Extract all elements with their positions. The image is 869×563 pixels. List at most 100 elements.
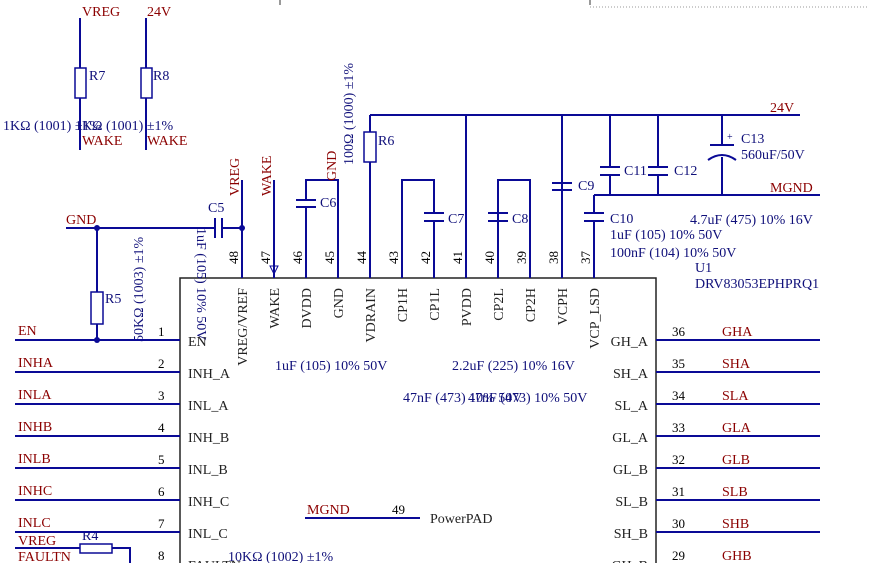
pin-number: 4 bbox=[158, 420, 165, 435]
net-label: GHB bbox=[722, 549, 752, 563]
net-label: GLB bbox=[722, 453, 750, 468]
ref-designator: C12 bbox=[674, 164, 697, 179]
pin-name: CP2L bbox=[492, 288, 507, 321]
component-value: 1uF (105) 10% 50V bbox=[193, 228, 208, 340]
pin-number: 48 bbox=[226, 251, 241, 264]
pin-name: WAKE bbox=[268, 288, 283, 328]
ref-designator: R6 bbox=[378, 134, 394, 149]
part-number: DRV83053EPHPRQ1 bbox=[695, 277, 819, 292]
net-label: GHA bbox=[722, 325, 753, 340]
net-label: GND bbox=[325, 151, 340, 181]
pin-number: 37 bbox=[578, 251, 593, 265]
pin-number: 8 bbox=[158, 548, 165, 563]
component-value: 1KΩ (1001) ±1% bbox=[75, 119, 174, 134]
ref-designator: C8 bbox=[512, 212, 528, 227]
net-label: WAKE bbox=[260, 156, 275, 196]
component-value: 47nF (473) 10% 50V bbox=[468, 391, 587, 406]
ref-designator: C10 bbox=[610, 212, 633, 227]
net-label: INLC bbox=[18, 516, 51, 531]
component-value: 4.7uF (475) 10% 16V bbox=[690, 213, 813, 228]
net-label: WAKE bbox=[147, 134, 187, 149]
pin-name: VCP_LSD bbox=[588, 288, 603, 349]
ref-designator: R8 bbox=[153, 69, 169, 84]
pin-number: 29 bbox=[672, 548, 685, 563]
pin-number: 6 bbox=[158, 484, 165, 499]
net-label: EN bbox=[18, 324, 37, 339]
pin-name: DVDD bbox=[300, 288, 315, 328]
ref-designator: C6 bbox=[320, 196, 336, 211]
ref-designator: C13 bbox=[741, 132, 764, 147]
net-label: 24V bbox=[770, 101, 794, 116]
pin-name: INH_A bbox=[188, 367, 231, 382]
pin-number: 33 bbox=[672, 420, 685, 435]
pin-number: 32 bbox=[672, 452, 685, 467]
pin-name: INH_C bbox=[188, 495, 229, 510]
net-label: INHC bbox=[18, 484, 52, 499]
pin-number: 40 bbox=[482, 251, 497, 264]
pin-number: 3 bbox=[158, 388, 165, 403]
pin-number: 35 bbox=[672, 356, 685, 371]
svg-text:+: + bbox=[727, 132, 733, 143]
ref-designator: R7 bbox=[89, 69, 105, 84]
pin-name: PowerPAD bbox=[430, 512, 493, 527]
pin-name: VDRAIN bbox=[364, 288, 379, 342]
net-label: GND bbox=[66, 213, 96, 228]
pin-number: 36 bbox=[672, 324, 686, 339]
pin-name: GL_A bbox=[612, 431, 649, 446]
component-value: 100Ω (1000) ±1% bbox=[342, 63, 357, 165]
component-value: 50KΩ (1003) ±1% bbox=[132, 236, 147, 342]
pin-name: VREG/VREF bbox=[236, 288, 251, 366]
pin-number: 38 bbox=[546, 251, 561, 264]
pin-number: 30 bbox=[672, 516, 685, 531]
pin-number: 39 bbox=[514, 251, 529, 264]
pin-number: 43 bbox=[386, 251, 401, 264]
pin-number: 7 bbox=[158, 516, 165, 531]
component-value: 560uF/50V bbox=[741, 148, 805, 163]
net-label: INHA bbox=[18, 356, 54, 371]
net-label: SHB bbox=[722, 517, 749, 532]
pin-number: 45 bbox=[322, 251, 337, 264]
net-label: MGND bbox=[770, 181, 813, 196]
net-label: WAKE bbox=[82, 134, 122, 149]
pin-name: VCPH bbox=[556, 288, 571, 325]
pin-number: 31 bbox=[672, 484, 685, 499]
pin-name: INL_A bbox=[188, 399, 229, 414]
pin-name: CP2H bbox=[524, 288, 539, 322]
net-label: INLB bbox=[18, 452, 51, 467]
pin-name: GND bbox=[332, 288, 347, 318]
ref-designator: C5 bbox=[208, 201, 224, 216]
pin-name: SH_B bbox=[614, 527, 648, 542]
component-value: 10KΩ (1002) ±1% bbox=[228, 550, 334, 563]
net-label: GLA bbox=[722, 421, 752, 436]
pin-name: SH_A bbox=[613, 367, 649, 382]
ref-designator: C7 bbox=[448, 212, 464, 227]
net-label: SLB bbox=[722, 485, 748, 500]
pin-name: FAULTN bbox=[188, 559, 241, 563]
pin-number: 2 bbox=[158, 356, 165, 371]
pin-name: CP1H bbox=[396, 288, 411, 322]
pin-number: 49 bbox=[392, 502, 405, 517]
ref-designator: R5 bbox=[105, 292, 121, 307]
pin-number: 42 bbox=[418, 251, 433, 264]
component-value: 2.2uF (225) 10% 16V bbox=[452, 359, 575, 374]
net-label: 24V bbox=[147, 5, 171, 20]
net-label: VREG bbox=[82, 5, 120, 20]
component-value: 100nF (104) 10% 50V bbox=[610, 246, 736, 261]
pin-number: 46 bbox=[290, 251, 305, 265]
ref-designator: U1 bbox=[695, 261, 712, 276]
frame bbox=[279, 0, 869, 8]
net-label: INLA bbox=[18, 388, 52, 403]
pin-name: PVDD bbox=[460, 288, 475, 326]
ref-designator: C9 bbox=[578, 179, 594, 194]
pin-name: CP1L bbox=[428, 288, 443, 321]
pin-name: GH_A bbox=[611, 335, 649, 350]
pin-number: 5 bbox=[158, 452, 165, 467]
net-label: FAULTN bbox=[18, 550, 71, 563]
net-label: INHB bbox=[18, 420, 52, 435]
pin-name: GL_B bbox=[613, 463, 648, 478]
pin-name: GH_B bbox=[611, 559, 648, 563]
pin-number: 34 bbox=[672, 388, 686, 403]
net-label: VREG bbox=[228, 158, 243, 196]
pin-name: SL_A bbox=[615, 399, 649, 414]
